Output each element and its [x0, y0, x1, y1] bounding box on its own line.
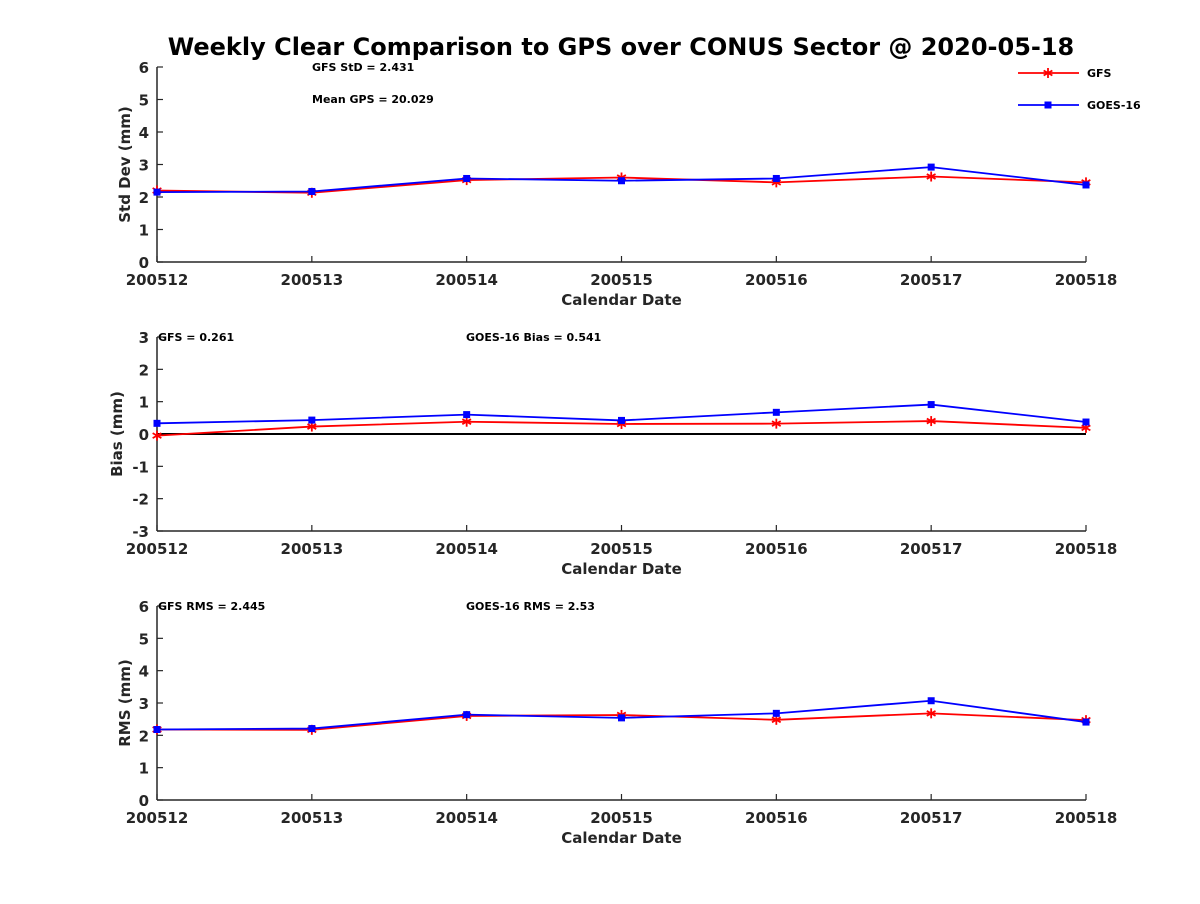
legend-label-gfs: GFS — [1087, 67, 1112, 80]
data-point-gfs — [926, 416, 936, 427]
legend-marker-goes-16 — [1044, 101, 1052, 109]
data-point-goes-16 — [463, 411, 471, 419]
chart-title: Weekly Clear Comparison to GPS over CONU… — [168, 33, 1075, 61]
panel-3: 0 1 2 3 4 5 6 200512 200513 200514 200515 200516 200… — [116, 598, 1117, 847]
x-tick-label: 200517 — [900, 809, 963, 827]
y-tick-label: 3 — [139, 695, 149, 713]
y-tick-label: 3 — [139, 329, 149, 347]
y-tick-label: 6 — [139, 59, 149, 77]
x-tick-label: 200518 — [1055, 809, 1118, 827]
data-point-goes-16 — [308, 416, 316, 424]
y-tick-label: -1 — [132, 458, 149, 476]
data-point-gfs — [152, 430, 162, 441]
annotation: GFS StD = 2.431 — [312, 61, 414, 74]
annotation: GOES-16 Bias = 0.541 — [466, 331, 601, 344]
x-tick-label: 200515 — [590, 271, 653, 289]
x-tick-label: 200517 — [900, 271, 963, 289]
y-tick-label: 1 — [139, 760, 149, 778]
data-point-goes-16 — [153, 419, 161, 427]
legend-marker-gfs — [1043, 68, 1053, 78]
x-tick-label: 200515 — [590, 540, 653, 558]
x-tick-label: 200518 — [1055, 271, 1118, 289]
annotation: GFS = 0.261 — [158, 331, 234, 344]
data-point-goes-16 — [308, 187, 316, 195]
x-tick-label: 200514 — [435, 540, 498, 558]
x-tick-label: 200513 — [281, 809, 344, 827]
y-tick-label: 2 — [139, 727, 149, 745]
y-axis-label: RMS (mm) — [116, 659, 134, 746]
y-tick-label: 0 — [139, 426, 149, 444]
x-tick-label: 200517 — [900, 540, 963, 558]
x-tick-label: 200512 — [126, 809, 189, 827]
data-point-goes-16 — [618, 714, 625, 722]
y-tick-label: 2 — [139, 189, 149, 207]
x-tick-label: 200512 — [126, 540, 189, 558]
data-point-goes-16 — [772, 174, 780, 182]
y-tick-label: 3 — [139, 157, 149, 175]
data-point-goes-16 — [927, 697, 935, 705]
data-point-goes-16 — [927, 401, 935, 409]
x-tick-label: 200514 — [435, 809, 498, 827]
y-tick-label: 5 — [139, 92, 149, 110]
x-axis-label: Calendar Date — [561, 560, 682, 578]
y-tick-label: 0 — [139, 254, 149, 272]
x-tick-label: 200516 — [745, 271, 808, 289]
y-tick-label: 5 — [139, 630, 149, 648]
legend: GFS GOES-16 — [1018, 67, 1141, 112]
y-tick-label: -2 — [132, 491, 149, 509]
data-point-goes-16 — [153, 726, 161, 734]
legend-label-goes-16: GOES-16 — [1087, 99, 1141, 112]
data-point-gfs — [461, 416, 472, 427]
y-tick-label: 4 — [139, 124, 149, 142]
y-axis-label: Std Dev (mm) — [116, 106, 134, 223]
x-tick-label: 200514 — [435, 271, 498, 289]
data-point-goes-16 — [618, 416, 625, 424]
data-point-goes-16 — [772, 408, 780, 416]
data-point-goes-16 — [1082, 418, 1090, 426]
x-tick-label: 200513 — [281, 540, 344, 558]
data-point-goes-16 — [153, 188, 161, 196]
y-tick-label: 2 — [139, 361, 149, 379]
data-point-gfs — [926, 171, 936, 182]
y-tick-label: 6 — [139, 598, 149, 616]
data-point-goes-16 — [927, 163, 935, 171]
x-tick-label: 200516 — [745, 809, 808, 827]
y-tick-label: -3 — [132, 523, 149, 541]
data-point-goes-16 — [308, 725, 316, 733]
y-tick-label: 1 — [139, 222, 149, 240]
data-point-goes-16 — [1082, 181, 1090, 189]
data-point-goes-16 — [618, 177, 625, 185]
x-tick-label: 200512 — [126, 271, 189, 289]
annotation: GOES-16 RMS = 2.53 — [466, 600, 595, 613]
x-tick-label: 200513 — [281, 271, 344, 289]
x-axis-label: Calendar Date — [561, 829, 682, 847]
data-point-goes-16 — [1082, 718, 1090, 726]
panel-1: 0 1 2 3 4 5 6 200512 200513 200514 200515 200516 200… — [116, 59, 1117, 309]
data-point-goes-16 — [463, 711, 471, 719]
y-tick-label: 1 — [139, 394, 149, 412]
data-point-gfs — [771, 418, 782, 429]
x-tick-label: 200518 — [1055, 540, 1118, 558]
x-tick-label: 200515 — [590, 809, 653, 827]
y-tick-label: 4 — [139, 663, 149, 681]
data-point-gfs — [926, 708, 936, 719]
x-axis-label: Calendar Date — [561, 291, 682, 309]
annotation: GFS RMS = 2.445 — [158, 600, 265, 613]
panel-2: -3 -2 -1 0 1 2 3 200512 200513 200514 200515 200516… — [108, 329, 1117, 578]
data-point-goes-16 — [463, 174, 471, 182]
x-tick-label: 200516 — [745, 540, 808, 558]
data-point-goes-16 — [772, 709, 780, 717]
y-axis-label: Bias (mm) — [108, 391, 126, 477]
y-tick-label: 0 — [139, 792, 149, 810]
annotation: Mean GPS = 20.029 — [312, 93, 434, 106]
